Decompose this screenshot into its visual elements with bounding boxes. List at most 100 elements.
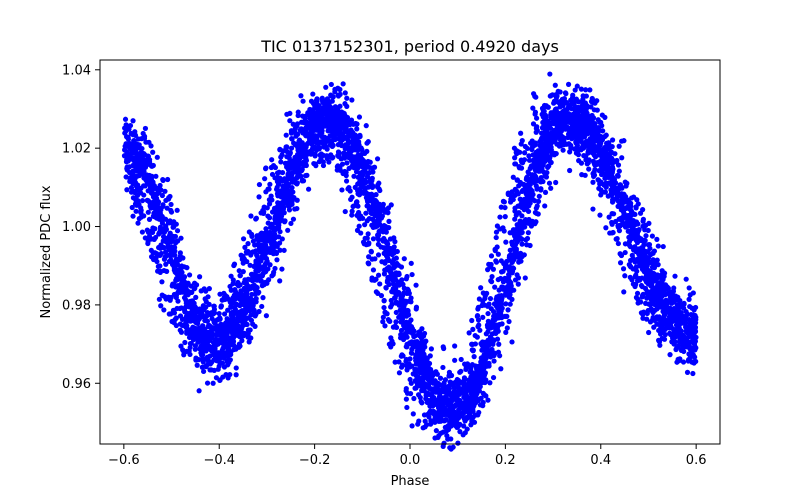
data-point: [643, 300, 649, 306]
data-point: [480, 298, 486, 304]
data-point: [689, 305, 695, 311]
data-point: [205, 329, 211, 335]
data-point: [257, 249, 263, 255]
data-point: [515, 281, 521, 287]
data-point: [488, 264, 494, 270]
data-point: [201, 368, 207, 375]
data-point: [396, 271, 402, 278]
data-point: [525, 230, 531, 236]
data-point: [211, 303, 217, 309]
data-point: [455, 440, 461, 446]
data-point: [494, 336, 501, 342]
data-point: [414, 379, 420, 385]
data-point: [164, 205, 170, 211]
data-point: [246, 229, 252, 235]
data-point: [662, 332, 668, 338]
data-point: [442, 377, 449, 383]
data-point: [223, 328, 229, 334]
data-point: [269, 197, 275, 203]
data-point: [485, 397, 491, 403]
data-point: [270, 271, 276, 278]
data-point: [288, 145, 295, 151]
data-point: [326, 101, 332, 107]
data-point: [157, 245, 164, 251]
data-point: [275, 193, 281, 199]
data-point: [509, 239, 515, 245]
data-point: [240, 269, 246, 275]
data-point: [660, 304, 667, 311]
data-point: [343, 178, 350, 184]
data-point: [261, 204, 267, 210]
data-point: [396, 359, 402, 365]
data-point: [277, 147, 283, 153]
data-point: [124, 187, 130, 193]
data-point: [335, 130, 341, 136]
data-point: [398, 332, 404, 338]
data-point: [660, 243, 666, 250]
data-point: [472, 392, 478, 398]
data-point: [130, 195, 136, 201]
data-point: [583, 87, 589, 93]
data-point: [529, 189, 535, 195]
data-point: [148, 205, 154, 211]
data-point: [205, 343, 211, 349]
data-point: [499, 315, 505, 321]
data-point: [338, 142, 345, 149]
data-point: [512, 216, 518, 222]
data-point: [274, 184, 280, 190]
data-point: [651, 291, 657, 297]
data-point: [288, 128, 295, 134]
data-point: [223, 371, 229, 378]
data-point: [289, 185, 295, 191]
data-point: [656, 337, 662, 343]
data-point: [354, 126, 360, 132]
data-point: [344, 95, 350, 101]
data-point: [603, 132, 609, 138]
data-point: [512, 155, 518, 161]
data-point: [204, 380, 211, 386]
data-point: [375, 272, 382, 278]
data-point: [578, 86, 584, 92]
data-point: [355, 147, 361, 154]
data-point: [603, 180, 609, 186]
data-point: [643, 222, 649, 229]
data-point: [591, 121, 597, 127]
data-point: [326, 159, 332, 165]
data-point: [187, 299, 193, 305]
data-point: [340, 81, 346, 87]
data-point: [238, 252, 244, 258]
data-point: [506, 253, 513, 259]
data-point: [337, 86, 343, 93]
data-point: [171, 267, 177, 273]
data-point: [382, 323, 388, 329]
data-point: [376, 180, 382, 186]
data-point: [244, 258, 250, 265]
data-point: [336, 151, 342, 157]
data-point: [348, 155, 355, 161]
data-point: [386, 250, 392, 256]
data-point: [377, 187, 383, 194]
data-point: [193, 294, 199, 300]
data-point: [645, 293, 652, 299]
data-point: [493, 314, 499, 320]
data-point: [180, 288, 186, 294]
data-point: [160, 176, 166, 183]
data-point: [356, 114, 363, 120]
data-point: [622, 241, 629, 247]
data-point: [245, 241, 251, 247]
data-point: [319, 95, 325, 101]
data-point: [441, 440, 447, 446]
data-point: [274, 257, 280, 263]
data-point: [222, 321, 228, 327]
data-point: [419, 326, 425, 332]
data-point: [409, 339, 415, 345]
data-point: [300, 98, 306, 104]
data-point: [466, 377, 472, 383]
data-point: [391, 250, 397, 256]
data-point: [485, 310, 491, 317]
data-point: [404, 404, 410, 411]
data-point: [182, 339, 188, 346]
data-point: [158, 229, 164, 235]
data-point: [497, 214, 503, 220]
data-point: [542, 153, 548, 159]
